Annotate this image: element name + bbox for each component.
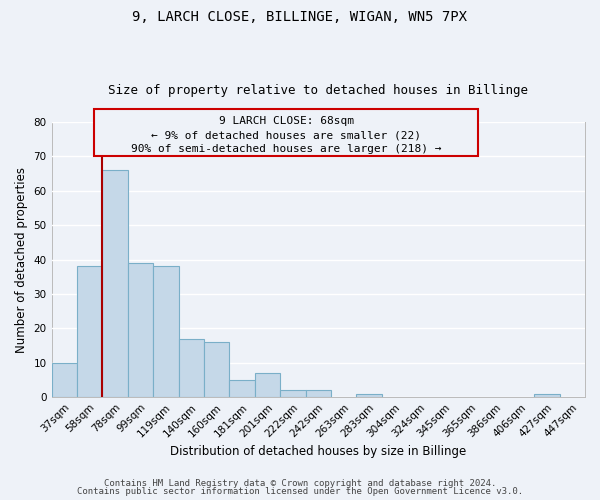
Bar bbox=[52, 363, 77, 397]
Y-axis label: Number of detached properties: Number of detached properties bbox=[15, 166, 28, 352]
Bar bbox=[356, 394, 382, 397]
Bar bbox=[103, 170, 128, 397]
Bar bbox=[153, 266, 179, 397]
Bar bbox=[280, 390, 305, 397]
Bar bbox=[204, 342, 229, 397]
X-axis label: Distribution of detached houses by size in Billinge: Distribution of detached houses by size … bbox=[170, 444, 466, 458]
FancyBboxPatch shape bbox=[94, 110, 478, 156]
Bar bbox=[179, 338, 204, 397]
Title: Size of property relative to detached houses in Billinge: Size of property relative to detached ho… bbox=[108, 84, 528, 97]
Text: Contains public sector information licensed under the Open Government Licence v3: Contains public sector information licen… bbox=[77, 487, 523, 496]
Bar bbox=[128, 263, 153, 397]
Text: Contains HM Land Registry data © Crown copyright and database right 2024.: Contains HM Land Registry data © Crown c… bbox=[104, 478, 496, 488]
Bar bbox=[77, 266, 103, 397]
Text: 9, LARCH CLOSE, BILLINGE, WIGAN, WN5 7PX: 9, LARCH CLOSE, BILLINGE, WIGAN, WN5 7PX bbox=[133, 10, 467, 24]
Bar bbox=[229, 380, 255, 397]
Bar bbox=[255, 373, 280, 397]
Bar bbox=[534, 394, 560, 397]
Bar bbox=[305, 390, 331, 397]
Text: 9 LARCH CLOSE: 68sqm
← 9% of detached houses are smaller (22)
90% of semi-detach: 9 LARCH CLOSE: 68sqm ← 9% of detached ho… bbox=[131, 116, 442, 154]
